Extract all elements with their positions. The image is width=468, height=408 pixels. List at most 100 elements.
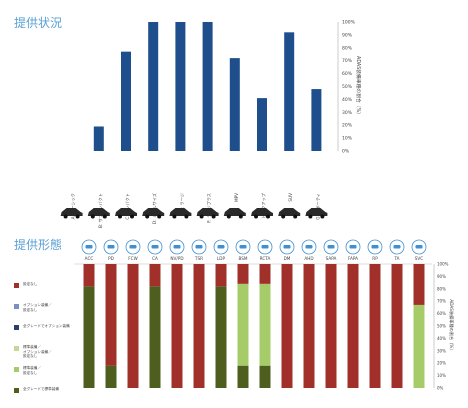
feature-car-icon <box>195 245 203 249</box>
chart2-bar-segment <box>83 264 95 287</box>
chart2-ytick-label: 30% <box>437 348 446 353</box>
legend-label: 標準装備／ 設定なし <box>23 366 41 375</box>
chart2-bar-segment <box>259 365 271 388</box>
car-wheel-icon <box>157 214 162 219</box>
chart1-bar <box>311 89 322 151</box>
chart2-bar-segment <box>413 264 425 305</box>
legend-item: 標準装備／ 設定なし <box>14 366 76 381</box>
chart2-ytick-label: 0% <box>437 386 444 391</box>
chart2-xtick-label: TSR <box>194 256 203 261</box>
car-icon <box>142 208 165 216</box>
feature-car-icon <box>129 245 137 249</box>
chart2-bar-segment <box>413 304 425 388</box>
chart1-ytick-label: 10% <box>342 136 353 142</box>
chart2-ytick-label: 10% <box>437 373 446 378</box>
chart2-bar-segment <box>237 283 249 366</box>
chart2-ytick-label: 80% <box>437 286 446 291</box>
legend-swatch <box>14 283 19 288</box>
feature-car-icon <box>151 245 159 249</box>
chart2-xtick-label: FCW <box>128 256 137 261</box>
legend-item: 標準装備／ オプション装備／ 設定なし <box>14 345 76 360</box>
car-wheel-icon <box>266 214 270 219</box>
chart1-ytick-label: 90% <box>342 32 353 38</box>
chart2-xtick-label: RCTA <box>260 256 271 261</box>
car-wheel-icon <box>281 214 286 219</box>
chart2-ytick-label: 60% <box>437 311 446 316</box>
chart1-ytick-label: 50% <box>342 84 353 90</box>
chart1-ytick-label: 70% <box>342 58 353 64</box>
chart2-bar-segment <box>193 264 205 388</box>
chart2-bar-segment <box>237 264 249 284</box>
chart2-bar-segment <box>149 286 161 388</box>
car-icon <box>115 208 137 216</box>
chart2-bar-segment <box>127 264 139 388</box>
legend-swatch <box>14 325 19 330</box>
chart1-ytick-label: 40% <box>342 97 353 103</box>
legend-item: オプション装備／ 設定なし <box>14 303 76 318</box>
feature-car-icon <box>305 245 313 249</box>
feature-car-icon <box>415 245 423 249</box>
chart2-xtick-label: BSM <box>238 256 247 261</box>
chart2-xtick-label: ACC <box>85 256 94 261</box>
chart2-xtick-label: RP <box>372 256 378 261</box>
feature-car-icon <box>371 245 379 249</box>
chart1-bar <box>121 51 131 151</box>
car-wheel-icon <box>184 214 189 219</box>
legend-label: 全グレードでオプション装備 <box>23 324 70 328</box>
legend-label: 設定なし <box>23 282 38 286</box>
car-wheel-icon <box>226 214 231 219</box>
feature-car-icon <box>283 245 291 249</box>
chart2-xtick-label: TA <box>393 256 399 261</box>
section2-title: 提供形態 <box>14 238 63 252</box>
car-icon <box>278 208 301 216</box>
legend-item: 全グレードで標準装備 <box>14 387 76 402</box>
car-wheel-icon <box>172 214 177 219</box>
chart1-ytick-label: 80% <box>342 45 353 51</box>
car-wheel-icon <box>211 214 216 219</box>
car-wheel-icon <box>145 214 150 219</box>
chart2-xtick-label: FAPA <box>348 256 358 261</box>
legend-label: 全グレードで標準装備 <box>23 387 59 391</box>
chart2-ytick-label: 20% <box>437 361 446 366</box>
section1-title: 提供状況 <box>14 16 63 30</box>
car-wheel-icon <box>254 214 258 219</box>
legend-swatch <box>14 367 19 372</box>
chart2-bar-segment <box>83 286 95 388</box>
car-icon <box>169 208 192 216</box>
chart1-xtick-label: ピックアップ <box>261 192 267 218</box>
car-wheel-icon <box>75 214 80 219</box>
chart2-xtick-label: NV/PD <box>170 256 183 261</box>
chart2-bar-segment <box>215 264 227 287</box>
car-wheel-icon <box>130 214 134 219</box>
chart2-xtick-label: DM <box>284 256 291 261</box>
legend-label: 標準装備／ オプション装備／ 設定なし <box>23 345 52 359</box>
chart2-xtick-label: SAPA <box>326 256 337 261</box>
legend-item: 設定なし <box>14 282 76 297</box>
feature-car-icon <box>85 245 93 249</box>
legend-item: 全グレードでオプション装備 <box>14 324 76 339</box>
feature-car-icon <box>239 245 247 249</box>
chart2-bar-segment <box>391 264 403 388</box>
feature-car-icon <box>349 245 357 249</box>
chart1-xtick-label: A: ベーシック <box>71 193 77 219</box>
chart2-bar-segment <box>281 264 293 388</box>
feature-car-icon <box>327 245 335 249</box>
chart2-bar-segment <box>105 365 117 388</box>
chart2-bar-segment <box>259 264 271 284</box>
feature-car-icon <box>217 245 225 249</box>
chart2-xtick-label: LDP <box>217 256 226 261</box>
car-icon <box>196 208 219 216</box>
chart1-ytick-label: 20% <box>342 123 353 129</box>
chart2-bar-segment <box>171 264 183 388</box>
chart2-bar-segment <box>237 365 249 388</box>
car-wheel-icon <box>199 214 204 219</box>
chart2-bar-segment <box>347 264 359 388</box>
feature-car-icon <box>107 245 115 249</box>
chart1-bar <box>257 98 267 151</box>
chart1-bar <box>284 32 295 151</box>
chart2-bar-segment <box>303 264 315 388</box>
chart2-xtick-label: PD <box>108 256 114 261</box>
car-icon <box>305 208 328 216</box>
